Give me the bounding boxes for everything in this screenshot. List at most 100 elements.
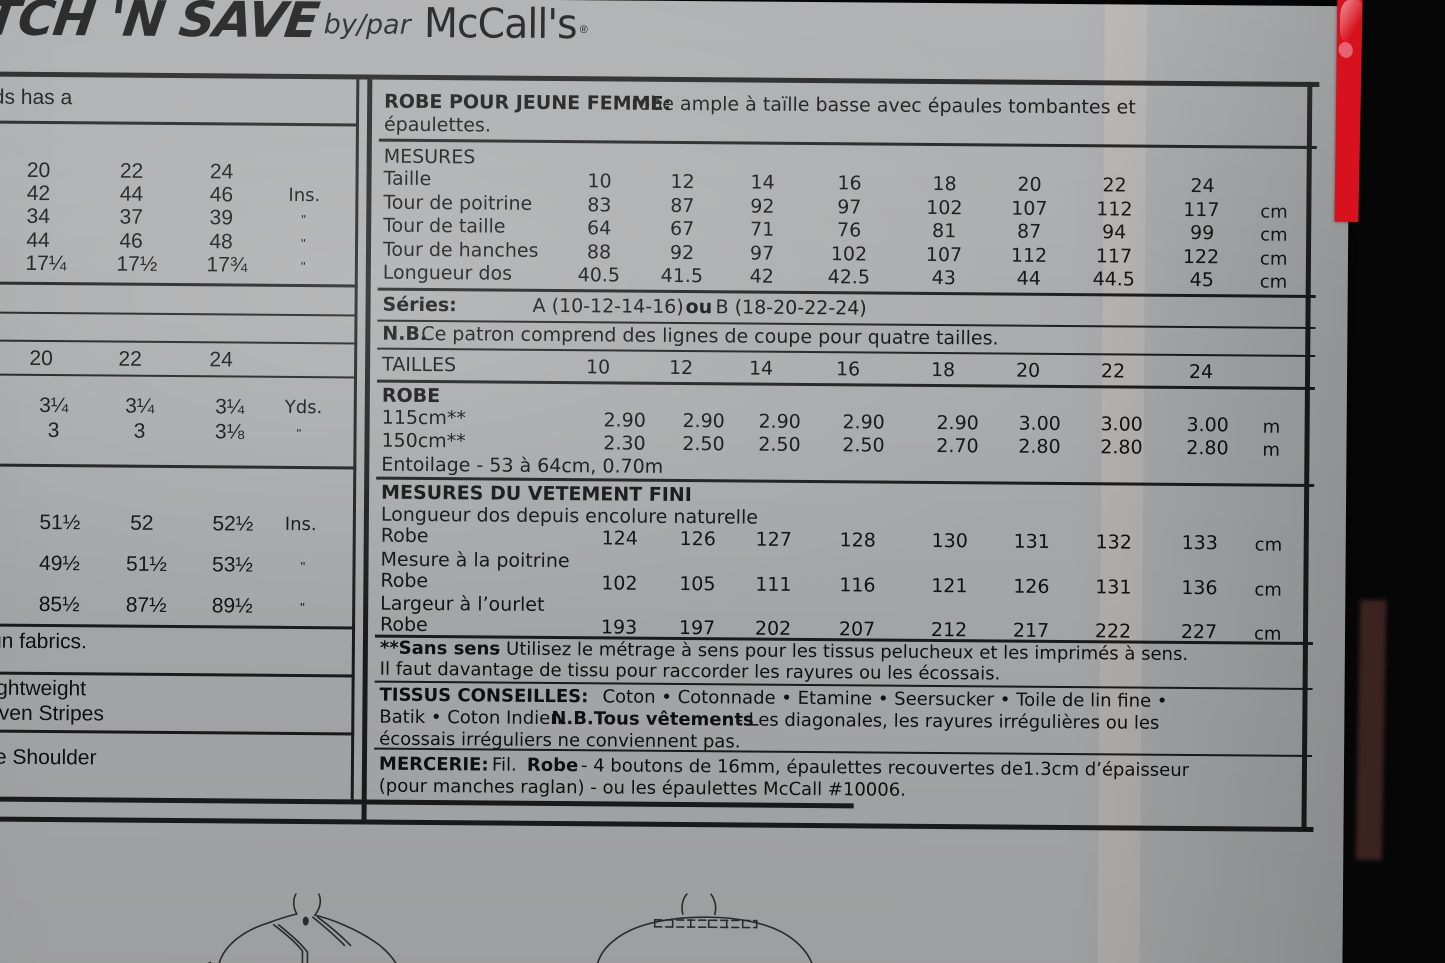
left-ditto-4: " xyxy=(296,425,302,442)
fr-longueur-14: 42 xyxy=(749,265,774,288)
fr-taille-22: 94 xyxy=(1101,221,1127,244)
fr-tailles-18: 18 xyxy=(930,358,956,382)
fr-hanches-24: 122 xyxy=(1182,245,1220,269)
fr-fin3-22: 222 xyxy=(1094,620,1132,643)
fr-fin1-24: 133 xyxy=(1181,531,1218,555)
fr-series-label: Séries: xyxy=(382,293,457,317)
left-ditto-2: " xyxy=(300,236,306,252)
envelope-content: TITCH 'N SAVEby/par McCall's® ulders and … xyxy=(0,0,1350,963)
fr-size-18: 18 xyxy=(932,172,957,196)
fr-fin3-24: 227 xyxy=(1180,620,1218,644)
fr-robe-150-12: 2.50 xyxy=(682,433,725,456)
left-rule-6 xyxy=(0,461,357,470)
left-rule-4 xyxy=(0,337,358,345)
fr-fin3-20: 217 xyxy=(1012,619,1050,642)
fr-poitrine-18: 102 xyxy=(926,196,963,220)
fr-size-10: 10 xyxy=(587,170,612,193)
left-size-20: 20 xyxy=(26,158,51,183)
left-fabrics-1: Challis • Seersucker • Lightweight xyxy=(0,675,87,701)
fr-unit-cm-3: cm xyxy=(1259,248,1288,270)
fr-row-label-longueur: Longueur dos xyxy=(382,261,513,285)
fr-longueur-10: 40.5 xyxy=(577,264,621,287)
fr-mercerie-line2: (pour manches raglan) - ou les épaulette… xyxy=(378,775,907,801)
fr-taille-18: 81 xyxy=(931,219,957,243)
dark-foreground-shadow xyxy=(1355,599,1387,861)
left-rule-5 xyxy=(0,371,358,379)
left-fin-a-24: 52½ xyxy=(212,512,254,536)
fr-mercerie-heading: MERCERIE: xyxy=(378,753,489,776)
fr-tissus-line2-pre: Batik • Coton Indien. xyxy=(379,706,568,730)
red-strip-highlight xyxy=(1339,0,1363,43)
fr-robe-150-16: 2.50 xyxy=(842,434,885,457)
fr-tailles-label: TAILLES xyxy=(382,353,457,377)
fr-tissus-line2-bold: N.B.Tous vêtements xyxy=(551,708,754,731)
fr-fin1-10: 124 xyxy=(601,527,638,550)
fr-finished-label-2: Robe xyxy=(380,569,429,593)
left-backlen-24: 17¾ xyxy=(206,253,248,277)
left-bust-20: 42 xyxy=(26,181,51,206)
fr-sanssens-heading: **Sans sens xyxy=(379,637,501,660)
left-ditto-5: " xyxy=(300,559,306,575)
fr-mesures-title: MESURES xyxy=(383,145,476,169)
fr-robe-150-24: 2.80 xyxy=(1186,436,1229,460)
fr-longueur-24: 45 xyxy=(1189,269,1214,292)
fr-desc-heading: ROBE POUR JEUNE FEMME: xyxy=(384,90,672,115)
fr-robe-150-10: 2.30 xyxy=(603,432,646,455)
fr-robe-150-20: 2.80 xyxy=(1018,435,1061,458)
fr-hanches-10: 88 xyxy=(586,241,612,264)
fr-longueur-16: 42.5 xyxy=(827,266,871,289)
fr-longueur-22: 44.5 xyxy=(1092,268,1136,291)
fr-poitrine-10: 83 xyxy=(587,194,612,217)
fr-row-label-taille: Tour de taille xyxy=(383,214,506,238)
left-unit-ins-2: Ins. xyxy=(284,513,317,536)
left-fin-a-22: 52 xyxy=(130,511,154,535)
fr-mercerie-pre: Fil. xyxy=(491,754,517,776)
left-hip-24: 48 xyxy=(209,230,233,254)
left-fin-b-20: 49½ xyxy=(39,551,81,576)
fr-robe-150-18: 2.70 xyxy=(936,435,979,458)
fr-poitrine-20: 107 xyxy=(1011,197,1048,220)
fr-unit-m-1: m xyxy=(1262,416,1281,438)
left-fin-a-20: 51½ xyxy=(39,510,81,535)
left-fin-c-20: 85½ xyxy=(38,592,80,617)
left-unit-ins: Ins. xyxy=(288,184,321,207)
fr-fin1-20: 131 xyxy=(1013,530,1050,553)
fr-fin3-16: 207 xyxy=(838,618,876,641)
fr-tailles-14: 14 xyxy=(748,357,774,380)
left-fin-c-22: 87½ xyxy=(125,593,167,617)
fr-hanches-12: 92 xyxy=(669,241,695,265)
mccalls-logo: McCall's xyxy=(423,0,577,49)
fr-size-12: 12 xyxy=(670,170,695,194)
fr-taille-14: 71 xyxy=(749,218,775,241)
fr-tissus-line2-post: - Les diagonales, les rayures irrégulièr… xyxy=(736,709,1160,734)
fr-fin2-24: 136 xyxy=(1181,576,1218,600)
left-column-edge-vrule xyxy=(350,74,360,800)
left-fin-b-22: 51½ xyxy=(126,552,168,576)
fr-tailles-20: 20 xyxy=(1015,359,1041,382)
line-art-bodice-neckband xyxy=(595,893,816,963)
fr-robe-title: ROBE xyxy=(381,384,441,408)
fr-size-20: 20 xyxy=(1017,173,1042,196)
left-hip-22: 46 xyxy=(119,229,143,253)
fr-desc-line1: robe ample à taïlle basse avec épaules t… xyxy=(631,92,1136,119)
stitch-n-save-logo: TITCH 'N SAVE xyxy=(0,0,322,50)
fr-hanches-14: 97 xyxy=(749,242,775,265)
fr-poitrine-24: 117 xyxy=(1183,198,1220,222)
fr-robe-115-22: 3.00 xyxy=(1100,413,1143,436)
frame-top-rule xyxy=(0,69,1320,88)
fr-series-ou: ou xyxy=(685,296,713,319)
left-backlen-22: 17½ xyxy=(116,252,158,276)
fr-size-16: 16 xyxy=(837,172,862,195)
fr-poitrine-14: 92 xyxy=(750,195,775,218)
fr-entoilage: Entoilage - 53 à 64cm, 0.70m xyxy=(381,453,664,478)
fr-poitrine-22: 112 xyxy=(1096,198,1133,221)
left-hip-20: 44 xyxy=(26,228,50,253)
left-fin-b-24: 53½ xyxy=(212,553,254,577)
fr-tailles-22: 22 xyxy=(1100,360,1126,383)
fr-fin3-14: 202 xyxy=(754,617,792,640)
left-unit-yds: Yds. xyxy=(284,396,323,419)
left-fin-c-24: 89½ xyxy=(211,594,253,618)
fr-unit-cm-6: cm xyxy=(1254,579,1282,601)
left-yd-b-24: 3⅛ xyxy=(214,420,245,444)
fr-fin2-20: 126 xyxy=(1013,575,1050,598)
